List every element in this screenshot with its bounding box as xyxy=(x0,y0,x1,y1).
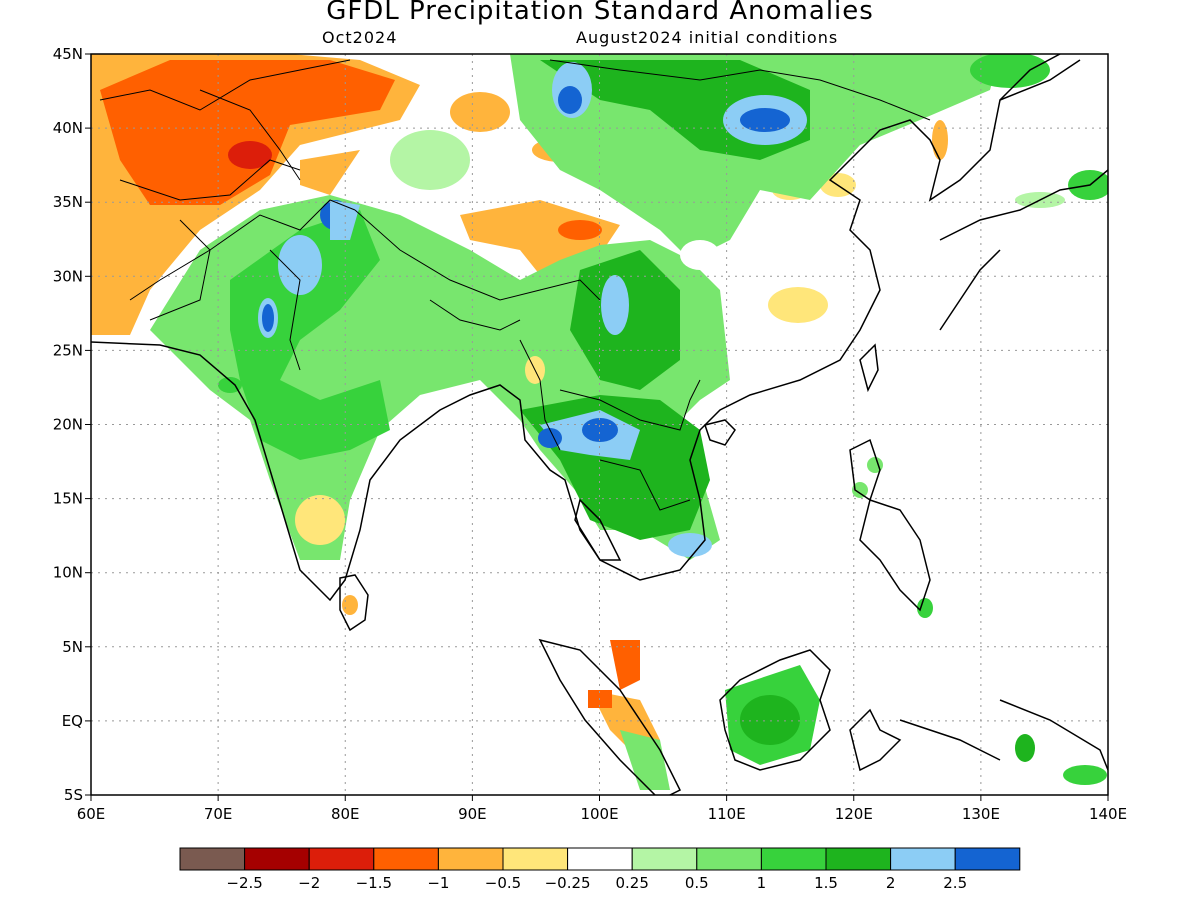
colorbar-label: 1 xyxy=(757,874,767,892)
colorbar-label: −2.5 xyxy=(226,874,262,892)
colorbar-label: −1 xyxy=(427,874,449,892)
colorbar-swatch xyxy=(631,847,698,871)
lat-label: 15N xyxy=(53,490,83,508)
lon-label: 140E xyxy=(1089,805,1127,823)
anomaly-field xyxy=(91,54,1108,790)
initial-conditions: August2024 initial conditions xyxy=(576,28,839,47)
lon-label: 60E xyxy=(77,805,106,823)
colorbar-label: −0.5 xyxy=(485,874,521,892)
colorbar-swatch xyxy=(954,847,1021,871)
gridlines xyxy=(91,54,1108,795)
colorbar-swatch xyxy=(760,847,827,871)
lon-label: 80E xyxy=(331,805,360,823)
lat-label: 5S xyxy=(64,786,83,804)
lat-label: 25N xyxy=(53,341,83,359)
lon-label: 100E xyxy=(580,805,618,823)
colorbar-labels: −2.5 −2 −1.5 −1 −0.5 −0.25 0.25 0.5 1 1.5 2 2.5 xyxy=(226,874,967,892)
colorbar-label: −0.25 xyxy=(545,874,591,892)
lon-label: 90E xyxy=(458,805,487,823)
colorbar-label: −2 xyxy=(298,874,320,892)
lat-label: 5N xyxy=(62,638,83,656)
lon-label: 120E xyxy=(835,805,873,823)
map-title: GFDL Precipitation Standard Anomalies xyxy=(326,0,874,26)
lat-label: 10N xyxy=(53,564,83,582)
lat-label: 45N xyxy=(53,45,83,63)
colorbar-swatch xyxy=(373,847,439,871)
lon-label: 70E xyxy=(204,805,233,823)
longitude-labels: 60E 70E 80E 90E 100E 110E 120E 130E 140E xyxy=(77,805,1127,823)
latitude-labels: 45N 40N 35N 30N 25N 20N 15N 10N 5N EQ 5S xyxy=(53,45,83,804)
colorbar-label: 1.5 xyxy=(814,874,838,892)
forecast-month: Oct2024 xyxy=(322,28,398,47)
colorbar-swatch xyxy=(825,847,892,871)
lat-label: EQ xyxy=(62,712,83,730)
colorbar-label: 0.25 xyxy=(615,874,648,892)
colorbar xyxy=(179,847,1021,871)
lon-label: 110E xyxy=(708,805,746,823)
colorbar-swatch xyxy=(179,847,246,871)
colorbar-swatch xyxy=(696,847,762,871)
colorbar-swatch xyxy=(502,847,569,871)
colorbar-swatch xyxy=(308,847,375,871)
colorbar-swatch xyxy=(567,847,633,871)
colorbar-swatch xyxy=(890,847,956,871)
colorbar-swatch xyxy=(437,847,504,871)
colorbar-swatch xyxy=(244,847,310,871)
colorbar-label: 0.5 xyxy=(685,874,709,892)
lon-label: 130E xyxy=(962,805,1000,823)
coastlines xyxy=(91,54,1108,795)
lat-label: 35N xyxy=(53,193,83,211)
colorbar-label: 2 xyxy=(886,874,896,892)
colorbar-label: −1.5 xyxy=(356,874,392,892)
lat-label: 20N xyxy=(53,416,83,434)
lat-label: 40N xyxy=(53,119,83,137)
country-borders xyxy=(99,59,931,511)
colorbar-label: 2.5 xyxy=(943,874,967,892)
lat-label: 30N xyxy=(53,267,83,285)
